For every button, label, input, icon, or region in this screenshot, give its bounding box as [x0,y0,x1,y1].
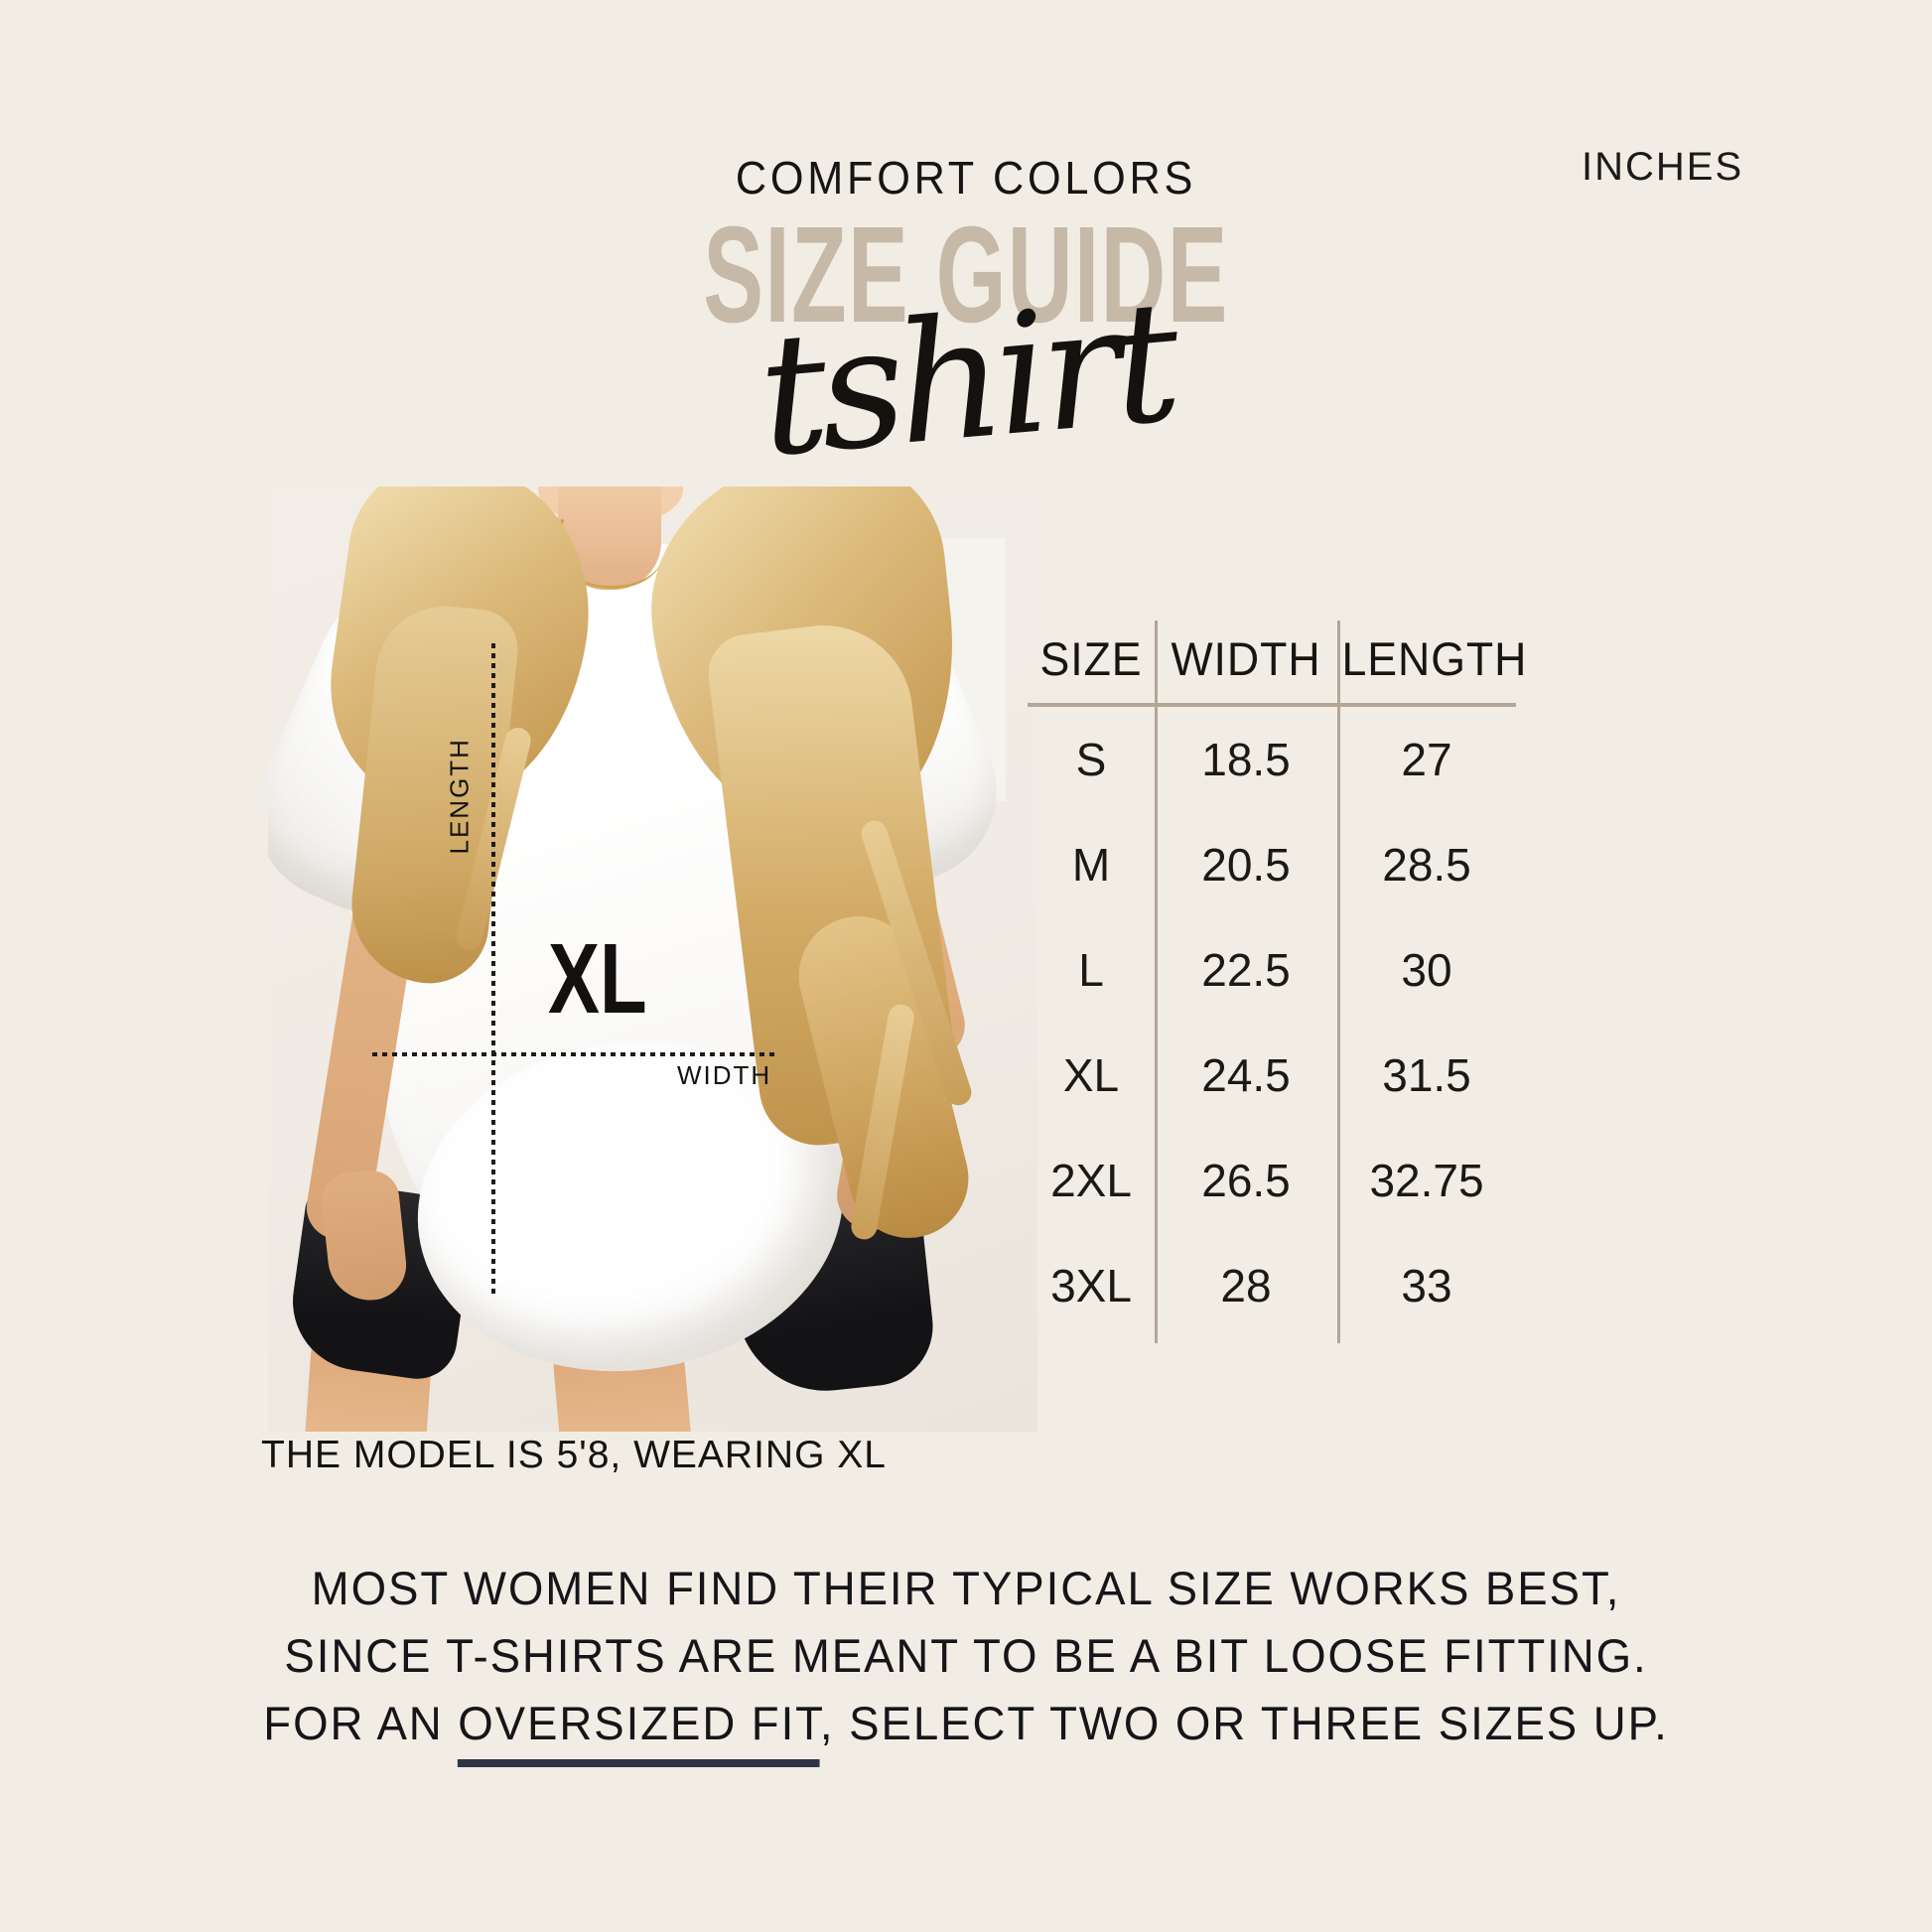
brand-title: COMFORT COLORS [735,152,1197,204]
column-header-length: LENGTH [1341,631,1528,685]
fit-note: MOST WOMEN FIND THEIR TYPICAL SIZE WORKS… [29,1555,1903,1767]
cell-length: 33 [1401,1260,1452,1311]
fit-note-line3-suffix: , SELECT TWO OR THREE SIZES UP. [819,1697,1669,1749]
column-header-size: SIZE [1039,631,1143,685]
cell-width: 18.5 [1201,734,1291,785]
size-table-header: SIZE WIDTH LENGTH [1028,614,1528,707]
units-label: INCHES [1582,145,1744,189]
table-row: 3XL 28 33 [1028,1233,1516,1338]
cell-length: 32.75 [1369,1155,1484,1206]
size-tag-xl: XL [548,923,647,1035]
cell-size: S [1075,734,1107,785]
cell-size: 3XL [1050,1260,1132,1311]
cell-size: M [1071,839,1111,891]
size-guide-title: SIZE GUIDE [703,199,1229,351]
cell-length: 31.5 [1382,1049,1471,1101]
cell-length: 28.5 [1382,839,1471,891]
fit-note-line2: SINCE T-SHIRTS ARE MEANT TO BE A BIT LOO… [284,1629,1648,1682]
table-row: XL 24.5 31.5 [1028,1023,1516,1128]
model-photo: LENGTH WIDTH XL [268,486,1037,1432]
table-row: 2XL 26.5 32.75 [1028,1128,1516,1233]
table-row: M 20.5 28.5 [1028,812,1516,917]
cell-width: 22.5 [1201,944,1291,996]
table-column-divider [1337,621,1340,1343]
width-axis-label: WIDTH [677,1060,772,1090]
cell-size: XL [1062,1049,1120,1101]
fit-note-line3-prefix: FOR AN [263,1697,459,1749]
table-row: L 22.5 30 [1028,917,1516,1023]
fit-note-line3: FOR AN OVERSIZED FIT, SELECT TWO OR THRE… [29,1690,1903,1767]
cell-width: 20.5 [1201,839,1291,891]
width-dotted-line [372,1052,777,1056]
necklace-choker [562,526,661,589]
cell-length: 27 [1401,734,1452,785]
cell-size: 2XL [1050,1155,1132,1206]
table-row: S 18.5 27 [1028,707,1516,812]
cell-length: 30 [1401,944,1452,996]
length-axis-label: LENGTH [444,738,475,855]
table-column-divider [1155,621,1158,1343]
oversized-fit-underlined: OVERSIZED FIT [458,1697,820,1767]
size-table: SIZE WIDTH LENGTH S 18.5 27 M 20.5 28.5 … [1028,614,1528,1338]
fit-note-line1: MOST WOMEN FIND THEIR TYPICAL SIZE WORKS… [311,1562,1621,1614]
column-header-width: WIDTH [1171,631,1321,685]
cell-size: L [1078,944,1104,996]
cell-width: 28 [1220,1260,1272,1311]
length-dotted-line [491,643,495,1296]
cell-width: 24.5 [1201,1049,1291,1101]
model-caption: THE MODEL IS 5'8, WEARING XL [261,1434,887,1476]
cell-width: 26.5 [1201,1155,1291,1206]
